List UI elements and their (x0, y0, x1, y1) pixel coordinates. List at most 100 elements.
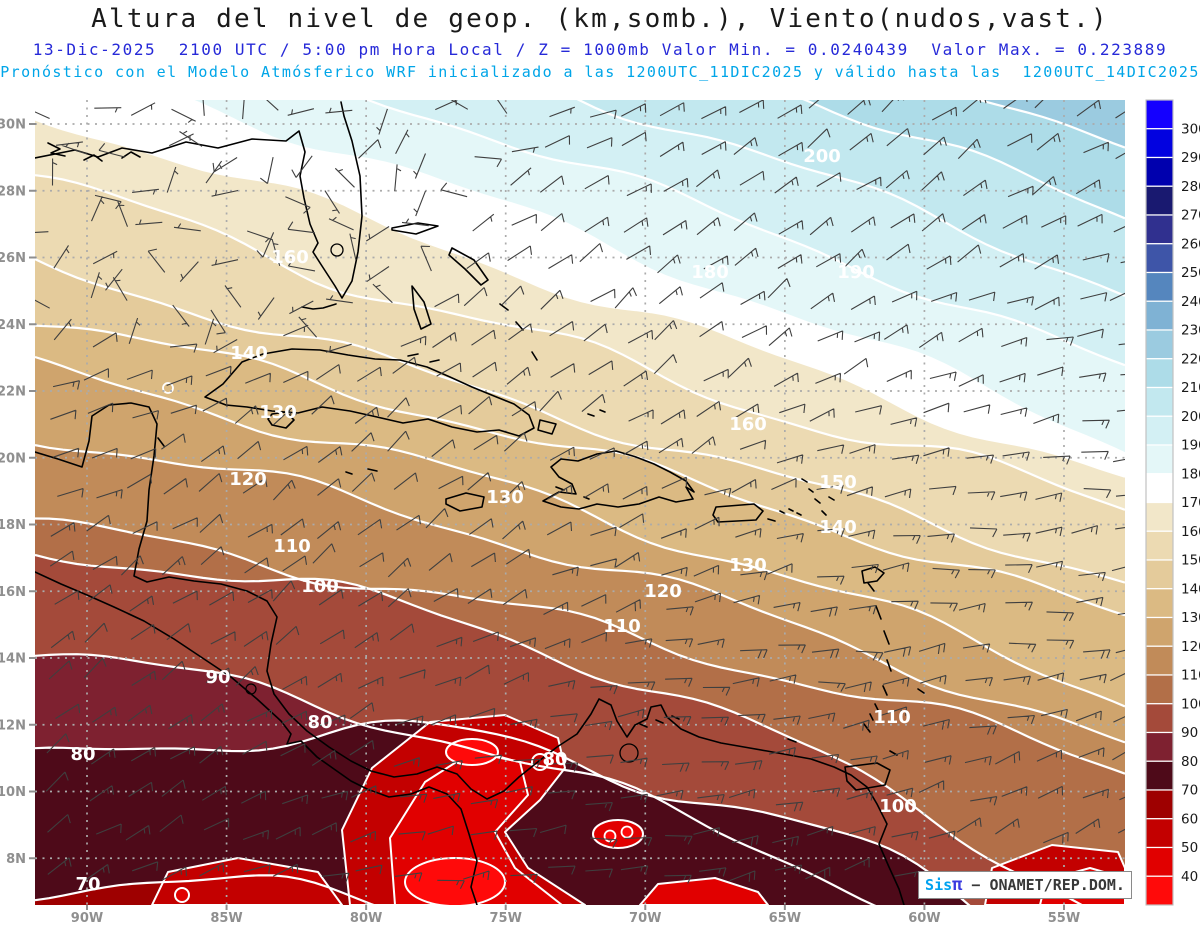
coastline (537, 419, 557, 435)
contour-label: 130 (729, 555, 767, 576)
colorbar-band (1145, 156, 1174, 187)
colorbar-band (1145, 243, 1174, 274)
lat-label: 22N (0, 385, 26, 400)
height-band (980, 100, 1125, 148)
lat-label: 12N (0, 718, 26, 733)
sispi-logo-text: Sis (925, 876, 953, 894)
contour-label: 140 (819, 517, 857, 538)
coastline (886, 659, 892, 672)
height-contour-line (35, 553, 1085, 905)
closed-contour (592, 819, 644, 849)
colorbar-band (1145, 674, 1174, 705)
coastline (917, 688, 925, 694)
height-contour-line (189, 100, 1125, 455)
coastline (875, 605, 882, 620)
lon-label: 75W (489, 911, 521, 926)
closed-contour (620, 825, 634, 839)
lon-label: 85W (210, 911, 242, 926)
colorbar-band (1145, 444, 1174, 475)
lon-label: 70W (629, 911, 661, 926)
colorbar-band (1145, 588, 1174, 619)
agency-label: − ONAMET/REP.DOM. (962, 876, 1125, 894)
colorbar-tick-label: 60 (1181, 811, 1198, 827)
colorbar-tick-label: 150 (1181, 553, 1200, 569)
colorbar-tick-label: 100 (1181, 696, 1200, 712)
wind-barbs (35, 100, 1125, 890)
colorbar-tick-label: 80 (1181, 754, 1198, 770)
colorbar-tick-label: 50 (1181, 840, 1198, 856)
colorbar-tick-label: 70 (1181, 783, 1198, 799)
contour-label: 110 (273, 536, 311, 557)
page-title: Altura del nivel de geop. (km,somb.), Vi… (91, 4, 1109, 34)
lon-label: 65W (769, 911, 801, 926)
colorbar-band (1145, 645, 1174, 676)
colorbar-band (1145, 99, 1174, 130)
colorbar-tick-label: 270 (1181, 208, 1200, 224)
height-contour-line (365, 100, 1125, 367)
height-contour-line (35, 0, 1125, 36)
height-band (35, 0, 1125, 92)
lat-label: 28N (0, 184, 26, 199)
colorbar-frame (1145, 99, 1174, 906)
valid-time-line: 13-Dic-2025 2100 UTC / 5:00 pm Hora Loca… (32, 40, 1168, 59)
coastline (767, 518, 776, 522)
lat-label: 10N (0, 785, 26, 800)
lat-label: 20N (0, 451, 26, 466)
contour-label: 90 (205, 667, 230, 688)
coastline (267, 411, 295, 429)
height-band (35, 654, 969, 905)
colorbar-tick-label: 260 (1181, 236, 1200, 252)
lon-label: 80W (350, 911, 382, 926)
lat-label: 30N (0, 118, 26, 133)
colorbar-tick-label: 230 (1181, 323, 1200, 339)
contour-label: 80 (70, 744, 95, 765)
height-contour-line (35, 653, 877, 905)
contour-label: 100 (301, 576, 339, 597)
height-contour-line (35, 0, 1125, 92)
coastline (587, 409, 606, 417)
coastline (448, 247, 489, 286)
contour-label: 150 (819, 472, 857, 493)
coastline (779, 508, 802, 516)
coastline (445, 492, 485, 512)
contour-label: 160 (729, 414, 767, 435)
colorbar-tick-label: 160 (1181, 524, 1200, 540)
contour-label: 100 (879, 796, 917, 817)
coastline (867, 582, 875, 592)
colorbar-band (1145, 473, 1174, 504)
colorbar-tick-label: 290 (1181, 150, 1200, 166)
low-height-core (639, 877, 769, 905)
colorbar-tick-label: 170 (1181, 495, 1200, 511)
colorbar-tick-label: 250 (1181, 265, 1200, 281)
height-band (35, 445, 1125, 774)
closed-contour (174, 887, 190, 903)
colorbar-band (1145, 789, 1174, 820)
coastline (83, 154, 103, 162)
lat-label: 16N (0, 585, 26, 600)
coastline (712, 503, 764, 523)
height-band (35, 259, 1125, 616)
closed-contour (162, 382, 174, 394)
height-band (35, 325, 1125, 707)
coastline (861, 566, 885, 584)
height-contour-line (35, 444, 1125, 744)
height-band (35, 0, 1125, 36)
contour-label: 190 (837, 262, 875, 283)
lat-label: 14N (0, 652, 26, 667)
colorbar-band (1145, 128, 1174, 159)
colorbar-tick-label: 110 (1181, 668, 1200, 684)
contour-label: 130 (259, 402, 297, 423)
lat-label: 24N (0, 318, 26, 333)
contour-label: 70 (75, 874, 100, 895)
height-contour-line (35, 174, 1125, 511)
contour-label: 200 (803, 146, 841, 167)
colorbar-tick-label: 120 (1181, 639, 1200, 655)
coastline (157, 437, 165, 447)
contour-label: 120 (644, 581, 682, 602)
height-band (191, 100, 1125, 454)
colorbar-tick-label: 90 (1181, 725, 1198, 741)
coastline (863, 703, 879, 733)
colorbar-band (1145, 358, 1174, 389)
coastline (411, 285, 432, 330)
